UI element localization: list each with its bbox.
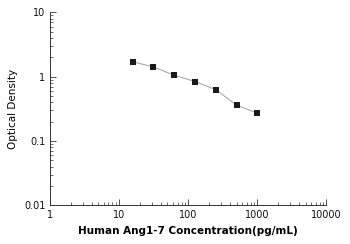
- X-axis label: Human Ang1-7 Concentration(pg/mL): Human Ang1-7 Concentration(pg/mL): [78, 226, 298, 236]
- Point: [213, 88, 218, 92]
- Point: [130, 60, 135, 64]
- Point: [150, 65, 156, 69]
- Point: [234, 103, 239, 107]
- Point: [172, 73, 177, 77]
- Y-axis label: Optical Density: Optical Density: [8, 69, 18, 149]
- Point: [254, 111, 260, 115]
- Point: [192, 80, 198, 83]
